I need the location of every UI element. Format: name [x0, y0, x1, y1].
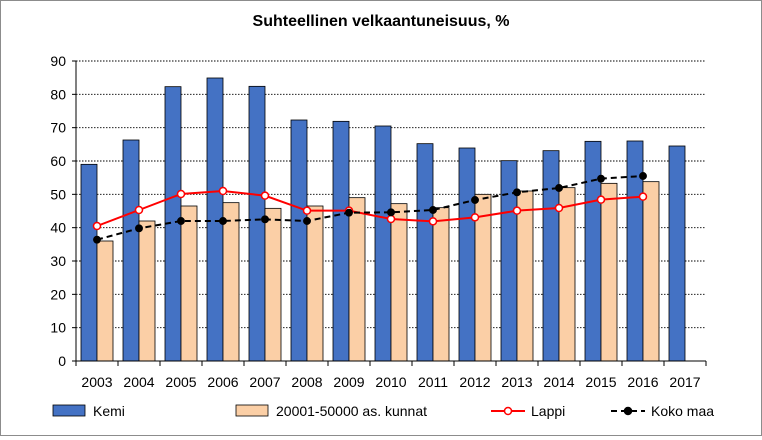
point-koko-maa-2006 [219, 217, 227, 225]
line-lappi [96, 189, 644, 227]
legend-marker-koko-maa [623, 406, 633, 416]
y-tick-label-40: 40 [50, 220, 66, 236]
legend-swatch-20001-50000-as-kunnat [235, 404, 269, 417]
bar-kemi-2003 [80, 163, 98, 362]
bar-20001-50000-as-kunnat-2009 [348, 197, 366, 362]
point-lappi-2003 [92, 221, 102, 231]
point-koko-maa-2007 [261, 215, 269, 224]
x-tick-label-2017: 2017 [669, 374, 700, 390]
bar-kemi-2004 [122, 139, 140, 362]
point-koko-maa-2009 [345, 208, 353, 217]
y-tick-label-10: 10 [50, 320, 66, 336]
bar-kemi-2012 [458, 147, 476, 362]
point-lappi-2012 [470, 213, 480, 222]
axes [72, 60, 707, 366]
bar-20001-50000-as-kunnat-2006 [222, 202, 240, 362]
x-tick-label-2008: 2008 [291, 374, 322, 390]
x-tick-label-2006: 2006 [207, 374, 238, 390]
bar-kemi-2011 [416, 143, 434, 362]
point-lappi-2005 [176, 189, 186, 199]
legend-swatch-kemi [52, 404, 86, 417]
x-tick-label-2014: 2014 [543, 374, 574, 390]
bar-20001-50000-as-kunnat-2007 [264, 207, 282, 362]
point-koko-maa-2013 [513, 188, 521, 197]
point-koko-maa-2012 [471, 196, 479, 204]
legend-label-koko-maa: Koko maa [651, 403, 714, 419]
point-lappi-2013 [512, 206, 522, 215]
point-lappi-2006 [218, 186, 228, 196]
y-tick-label-0: 0 [58, 353, 66, 369]
bar-20001-50000-as-kunnat-2014 [558, 187, 576, 362]
point-koko-maa-2015 [597, 174, 605, 183]
point-lappi-2004 [134, 205, 144, 215]
point-koko-maa-2016 [639, 172, 647, 180]
x-tick-label-2013: 2013 [501, 374, 532, 390]
bar-20001-50000-as-kunnat-2004 [138, 220, 156, 362]
point-koko-maa-2003 [93, 235, 101, 244]
bar-20001-50000-as-kunnat-2013 [516, 190, 534, 362]
x-tick-label-2005: 2005 [165, 374, 196, 390]
y-tick-label-90: 90 [50, 53, 66, 69]
bar-20001-50000-as-kunnat-2005 [180, 205, 198, 362]
bar-kemi-2010 [374, 125, 392, 362]
y-tick-label-30: 30 [50, 253, 66, 269]
bar-20001-50000-as-kunnat-2016 [642, 181, 660, 362]
line-koko-maa [96, 175, 644, 241]
legend-label-kemi: Kemi [93, 403, 125, 419]
point-koko-maa-2005 [177, 217, 185, 225]
y-tick-label-50: 50 [50, 186, 66, 202]
point-koko-maa-2004 [135, 224, 143, 233]
x-tick-label-2007: 2007 [249, 374, 280, 390]
lines [92, 172, 648, 244]
x-tick-label-2003: 2003 [81, 374, 112, 390]
x-tick-label-2009: 2009 [333, 374, 364, 390]
point-lappi-2008 [302, 206, 312, 215]
bar-20001-50000-as-kunnat-2003 [96, 240, 114, 362]
point-lappi-2010 [386, 214, 396, 224]
legend-label-20001-50000-as-kunnat: 20001-50000 as. kunnat [276, 403, 427, 419]
bar-kemi-2008 [290, 119, 308, 362]
point-lappi-2015 [596, 195, 606, 204]
x-tick-label-2010: 2010 [375, 374, 406, 390]
chart-title: Suhteellinen velkaantuneisuus, % [253, 13, 510, 30]
point-lappi-2016 [638, 192, 648, 201]
x-tick-label-2012: 2012 [459, 374, 490, 390]
legend: Kemi 20001-50000 as. kunnat Lappi Koko maa [52, 403, 714, 419]
bar-kemi-2017 [668, 145, 686, 362]
y-tick-label-70: 70 [50, 120, 66, 136]
legend-marker-lappi [503, 406, 513, 416]
point-lappi-2011 [428, 217, 438, 226]
bar-20001-50000-as-kunnat-2011 [432, 207, 450, 362]
bar-20001-50000-as-kunnat-2008 [306, 205, 324, 362]
bar-20001-50000-as-kunnat-2010 [390, 203, 408, 362]
tick-labels: 0 10 20 30 40 50 60 70 80 90 2003 2004 2005 2006 2007 2… [50, 53, 700, 390]
bar-kemi-2007 [248, 85, 266, 362]
bar-kemi-2015 [584, 140, 602, 362]
x-tick-label-2015: 2015 [585, 374, 616, 390]
point-lappi-2007 [260, 191, 270, 200]
y-tick-label-20: 20 [50, 286, 66, 302]
x-tick-label-2004: 2004 [123, 374, 154, 390]
point-koko-maa-2008 [303, 217, 311, 225]
bars [80, 77, 686, 362]
legend-label-lappi: Lappi [531, 403, 565, 419]
y-tick-label-60: 60 [50, 153, 66, 169]
bar-kemi-2009 [332, 120, 350, 362]
point-koko-maa-2014 [555, 184, 563, 192]
point-koko-maa-2011 [429, 206, 437, 214]
point-lappi-2014 [554, 203, 564, 213]
x-tick-label-2016: 2016 [627, 374, 658, 390]
bar-20001-50000-as-kunnat-2015 [600, 182, 618, 362]
y-tick-label-80: 80 [50, 86, 66, 102]
point-koko-maa-2010 [387, 208, 395, 217]
x-tick-label-2011: 2011 [418, 374, 448, 390]
bar-kemi-2014 [542, 150, 560, 362]
